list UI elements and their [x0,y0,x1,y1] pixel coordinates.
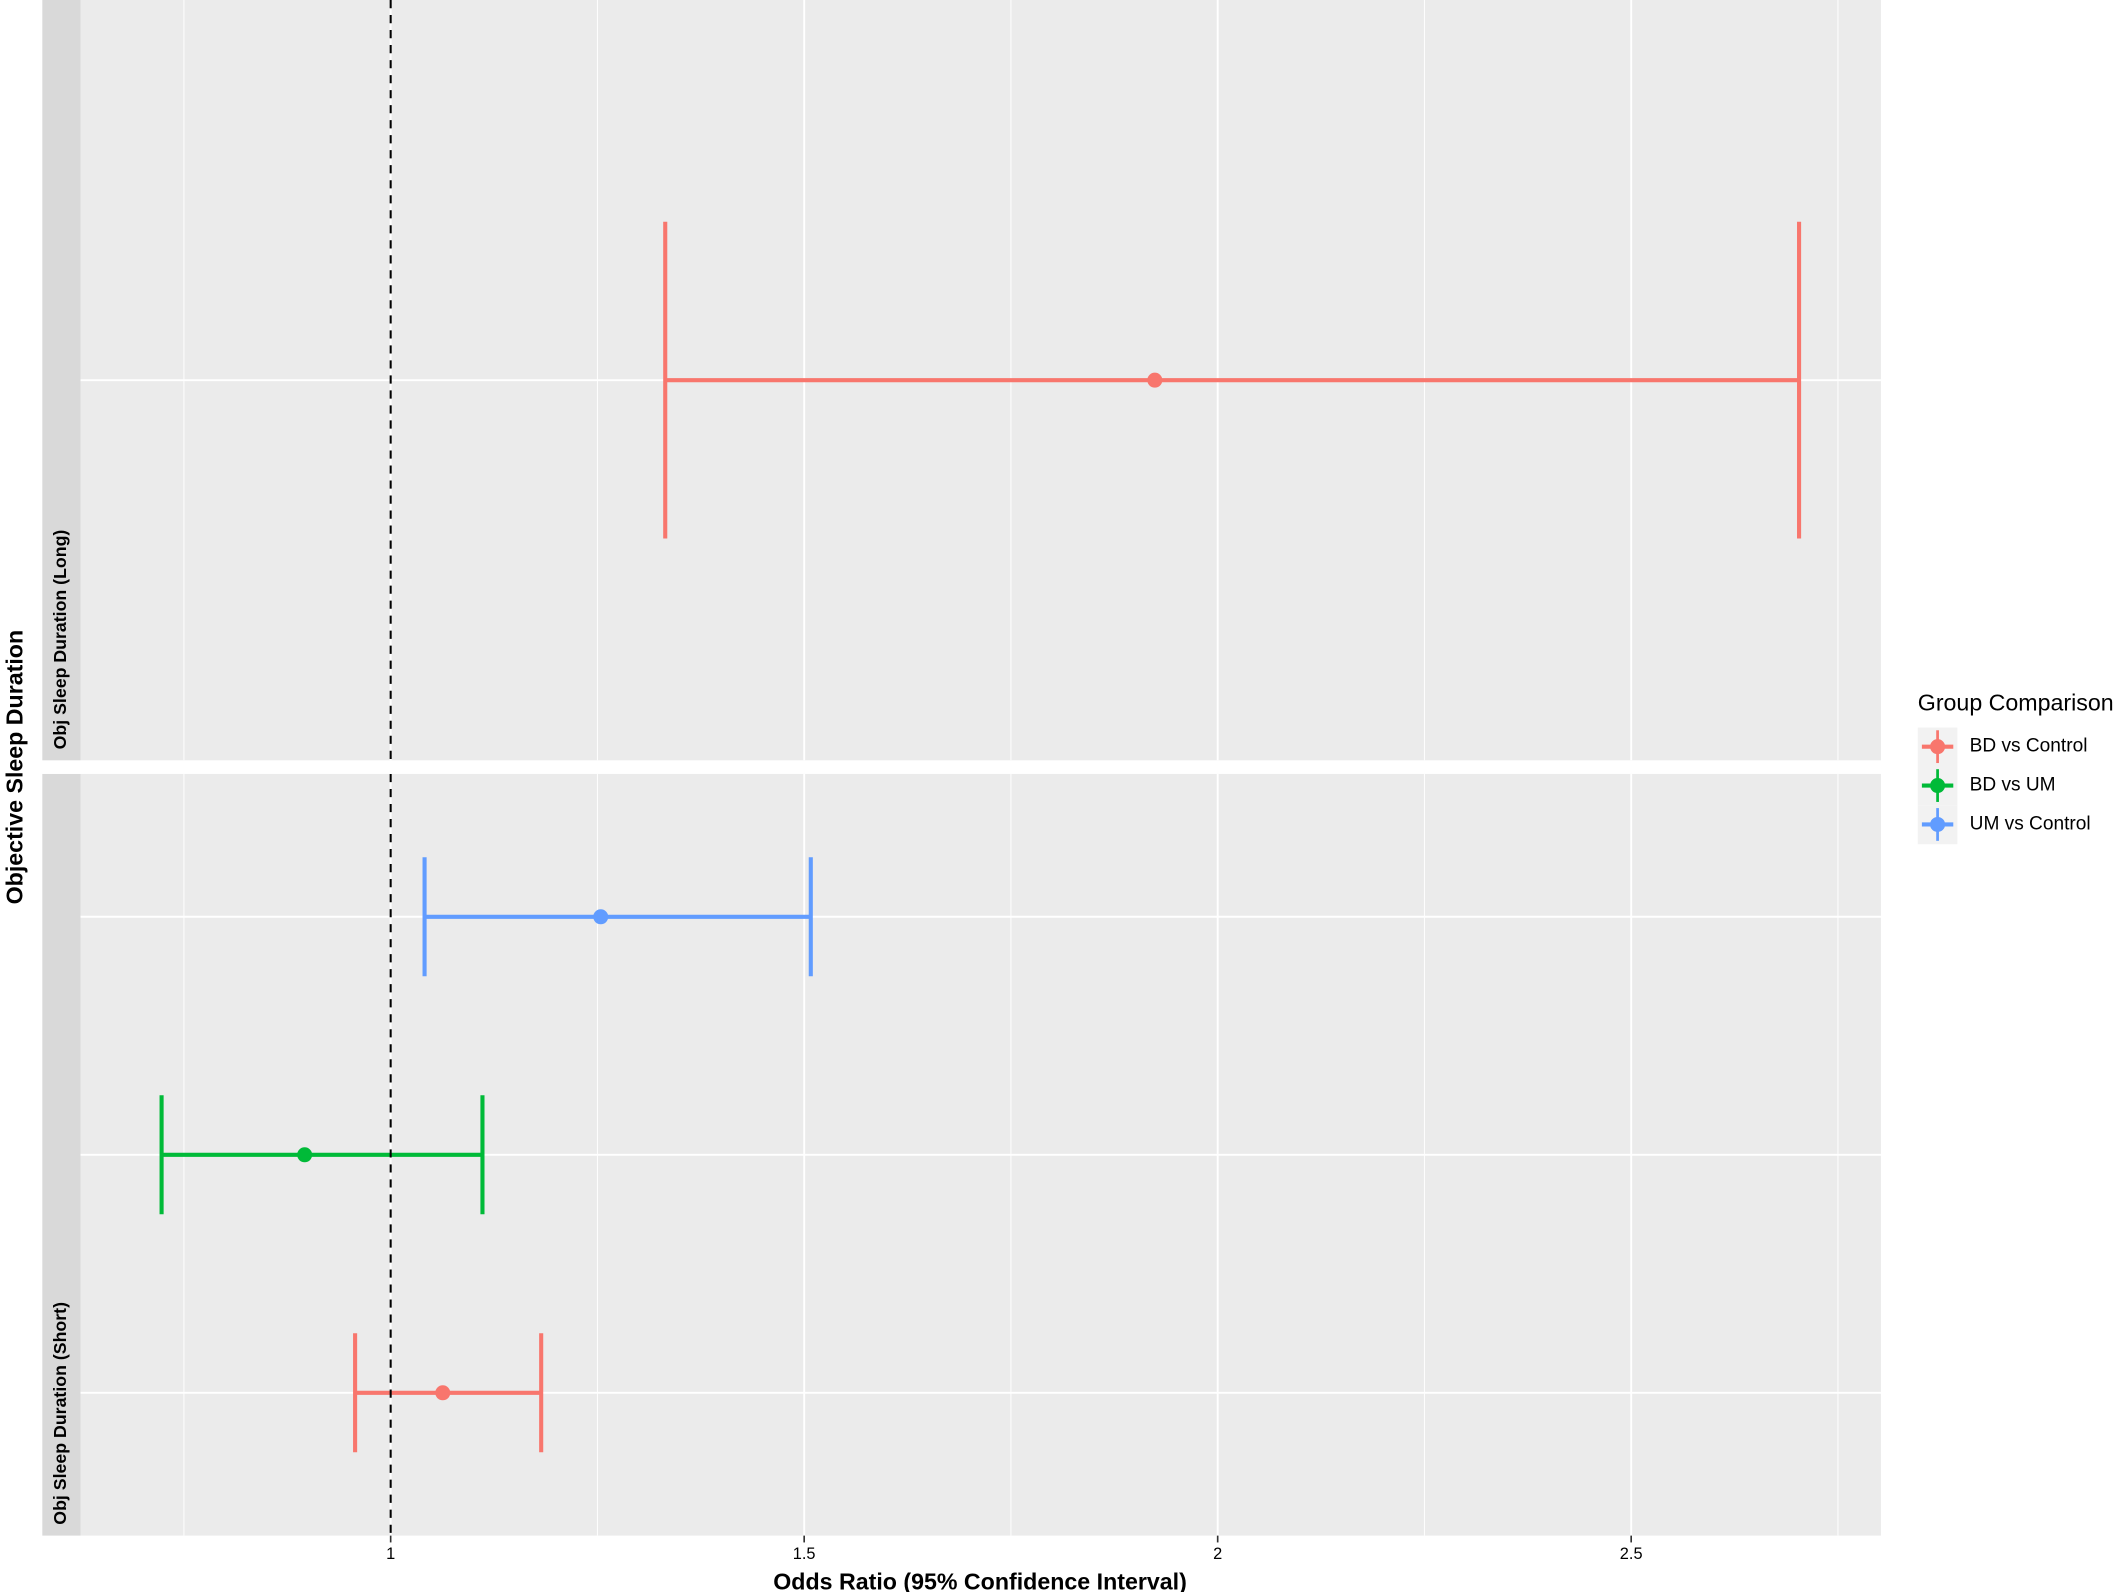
legend-label: BD vs Control [1970,736,2088,757]
legend-label: BD vs UM [1970,775,2056,796]
x-axis-title: Odds Ratio (95% Confidence Interval) [773,1569,1187,1592]
legend-label: UM vs Control [1970,814,2091,835]
x-tick-label: 1.5 [793,1545,816,1563]
strip [42,0,81,761]
legend-glyph [1930,778,1946,794]
legend-glyph [1930,816,1946,832]
strip [42,773,81,1536]
y-axis-title: Objective Sleep Duration [2,630,28,904]
x-tick-label: 2.5 [1620,1545,1643,1563]
legend-glyph [1930,739,1946,755]
point [593,909,609,925]
strip-label: Obj Sleep Duration (Long) [50,530,70,750]
point [1147,372,1163,388]
x-tick-label: 1 [386,1545,395,1563]
x-tick-label: 2 [1213,1545,1222,1563]
point [297,1147,313,1163]
legend-title: Group Comparison [1918,689,2114,715]
strip-label: Obj Sleep Duration (Short) [50,1302,70,1525]
point [435,1385,451,1401]
